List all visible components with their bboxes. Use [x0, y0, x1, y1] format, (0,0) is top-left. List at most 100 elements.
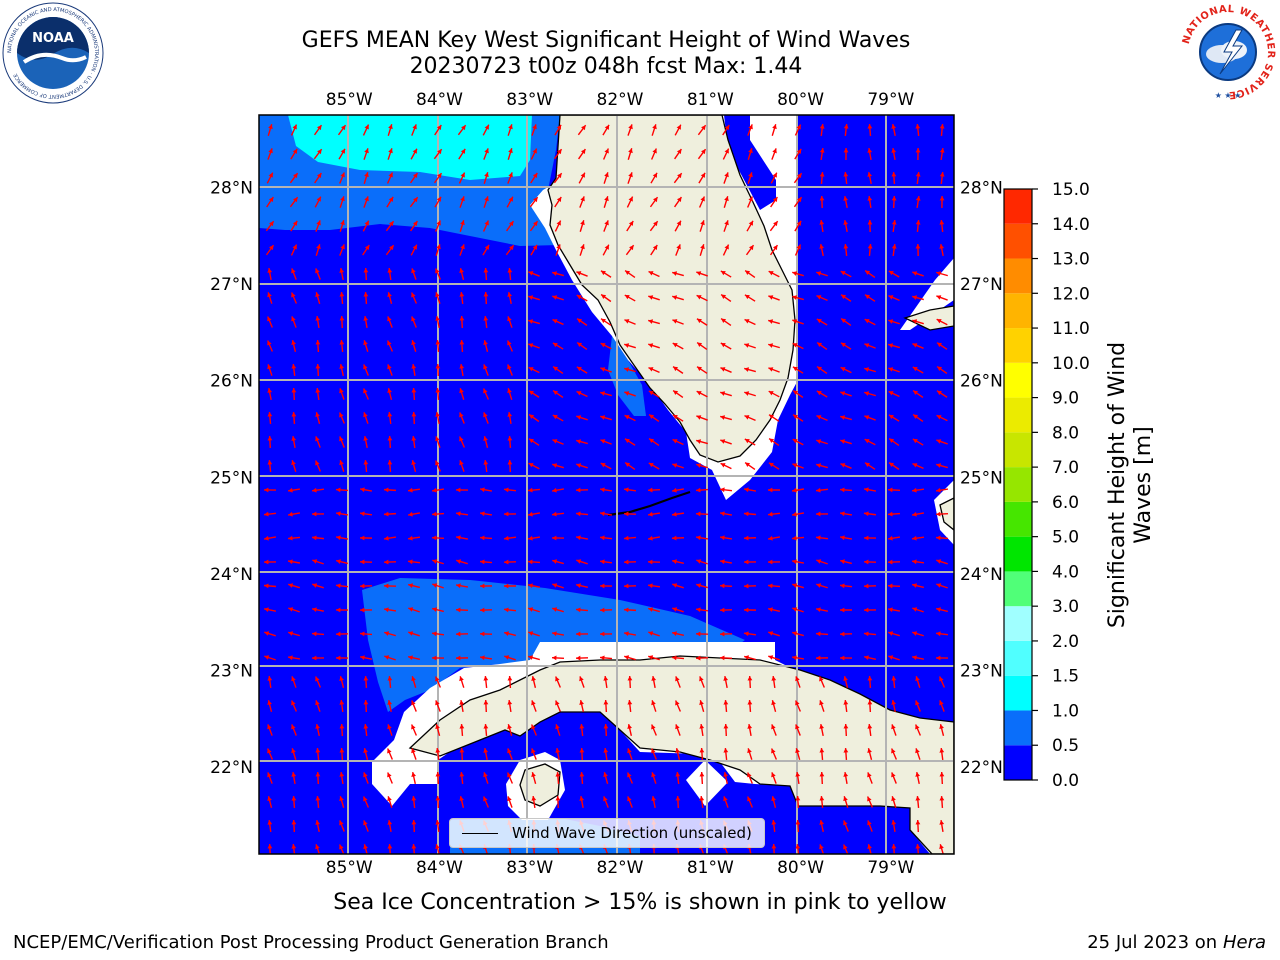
wind-arrow — [459, 196, 465, 208]
wind-arrow — [291, 795, 297, 809]
lon-tick-label-top: 79°W — [867, 90, 914, 110]
latitude-labels-right: 28°N 27°N 26°N 25°N 24°N 23°N 22°N — [960, 178, 1003, 778]
wind-arrow — [795, 724, 801, 736]
wind-arrow — [936, 318, 948, 326]
wind-arrow — [771, 796, 777, 808]
wind-arrow — [363, 364, 369, 376]
wind-arrow — [771, 772, 777, 784]
wind-arrow — [479, 607, 493, 613]
wind-arrow — [575, 535, 589, 541]
land-areas — [408, 115, 954, 854]
colorbar-tick-label: 2.0 — [1052, 632, 1079, 652]
wind-arrow — [265, 244, 275, 256]
wind-arrow — [911, 487, 925, 493]
wind-arrow — [915, 243, 921, 257]
wind-arrow — [289, 196, 299, 208]
wind-arrow — [600, 367, 612, 373]
wind-arrow — [552, 583, 564, 589]
wind-arrow — [816, 439, 828, 445]
wind-arrow — [531, 676, 537, 688]
wind-arrow — [551, 535, 565, 541]
wind-arrow — [843, 820, 849, 832]
wind-arrow — [599, 487, 613, 493]
wind-arrow — [888, 655, 900, 661]
wind-arrow — [819, 747, 825, 761]
wind-arrow — [911, 559, 925, 565]
wind-arrow — [912, 295, 924, 301]
wind-arrow — [867, 723, 873, 737]
wind-arrow — [482, 244, 490, 256]
wind-arrow — [527, 583, 541, 589]
wind-arrow — [483, 196, 489, 208]
wind-arrow — [624, 414, 636, 422]
wind-arrow — [505, 244, 515, 256]
wind-arrow — [266, 748, 274, 760]
colorbar-tick-label: 14.0 — [1052, 215, 1090, 235]
wind-arrow — [867, 195, 873, 209]
wind-arrow — [576, 366, 588, 374]
wind-arrow — [915, 171, 921, 185]
wind-arrow — [483, 412, 489, 424]
wind-arrow — [864, 367, 876, 373]
wind-arrow — [410, 220, 418, 232]
wind-arrow — [315, 387, 321, 401]
wind-arrow — [290, 292, 298, 304]
wind-arrow — [915, 795, 921, 809]
wind-arrow — [579, 196, 585, 208]
wind-arrow — [747, 172, 753, 184]
wind-arrow — [506, 772, 514, 784]
wind-arrow — [624, 461, 636, 471]
wind-arrow — [915, 219, 921, 233]
wind-arrow — [791, 535, 805, 541]
wind-arrow — [627, 748, 633, 760]
wind-arrow — [795, 819, 801, 833]
wind-arrow — [387, 819, 393, 833]
wind-arrow — [408, 607, 420, 613]
wind-arrow — [819, 219, 825, 233]
wind-arrow — [479, 583, 493, 589]
wind-arrow — [815, 655, 829, 661]
wind-arrow — [435, 363, 441, 377]
wind-arrow — [363, 291, 369, 305]
wind-arrow — [435, 339, 441, 353]
wind-arrow — [433, 172, 443, 184]
wind-arrow — [890, 748, 898, 760]
legend-label: Wind Wave Direction (unscaled) — [512, 824, 752, 842]
wind-arrow — [627, 148, 633, 160]
wind-arrow — [840, 270, 852, 278]
wind-arrow — [674, 700, 682, 712]
colorbar-segment — [1004, 675, 1032, 711]
wind-arrow — [768, 414, 780, 422]
lat-tick-label-right: 28°N — [960, 178, 1003, 198]
wind-arrow — [863, 655, 877, 661]
wind-arrow — [407, 487, 421, 493]
wind-arrow — [459, 699, 465, 713]
wind-arrow — [363, 412, 369, 424]
wind-arrow — [815, 487, 829, 493]
wind-arrow — [530, 724, 538, 736]
wind-arrow — [915, 147, 921, 161]
colorbar-tick-label: 13.0 — [1052, 250, 1090, 270]
wind-arrow — [363, 196, 369, 208]
wind-arrow — [457, 124, 467, 136]
wind-arrow — [578, 148, 586, 160]
wind-arrow — [648, 343, 660, 349]
wind-arrow — [939, 700, 945, 712]
wind-arrow — [599, 631, 613, 637]
wind-arrow — [939, 795, 945, 809]
wind-arrow — [699, 676, 705, 688]
lat-tick-label-left: 27°N — [210, 275, 253, 295]
wind-arrow — [624, 343, 636, 349]
wind-arrow — [864, 269, 876, 279]
wind-arrow — [792, 438, 804, 446]
wind-arrow — [265, 220, 275, 232]
wind-arrow — [479, 487, 493, 493]
wind-arrow — [531, 795, 537, 809]
wind-arrow — [888, 390, 900, 398]
wind-arrow — [291, 411, 297, 425]
wind-arrow — [363, 315, 369, 329]
wind-arrow — [459, 339, 465, 353]
wind-arrow — [674, 220, 682, 232]
wind-arrow — [819, 771, 825, 785]
colorbar-tick-label: 9.0 — [1052, 389, 1079, 409]
